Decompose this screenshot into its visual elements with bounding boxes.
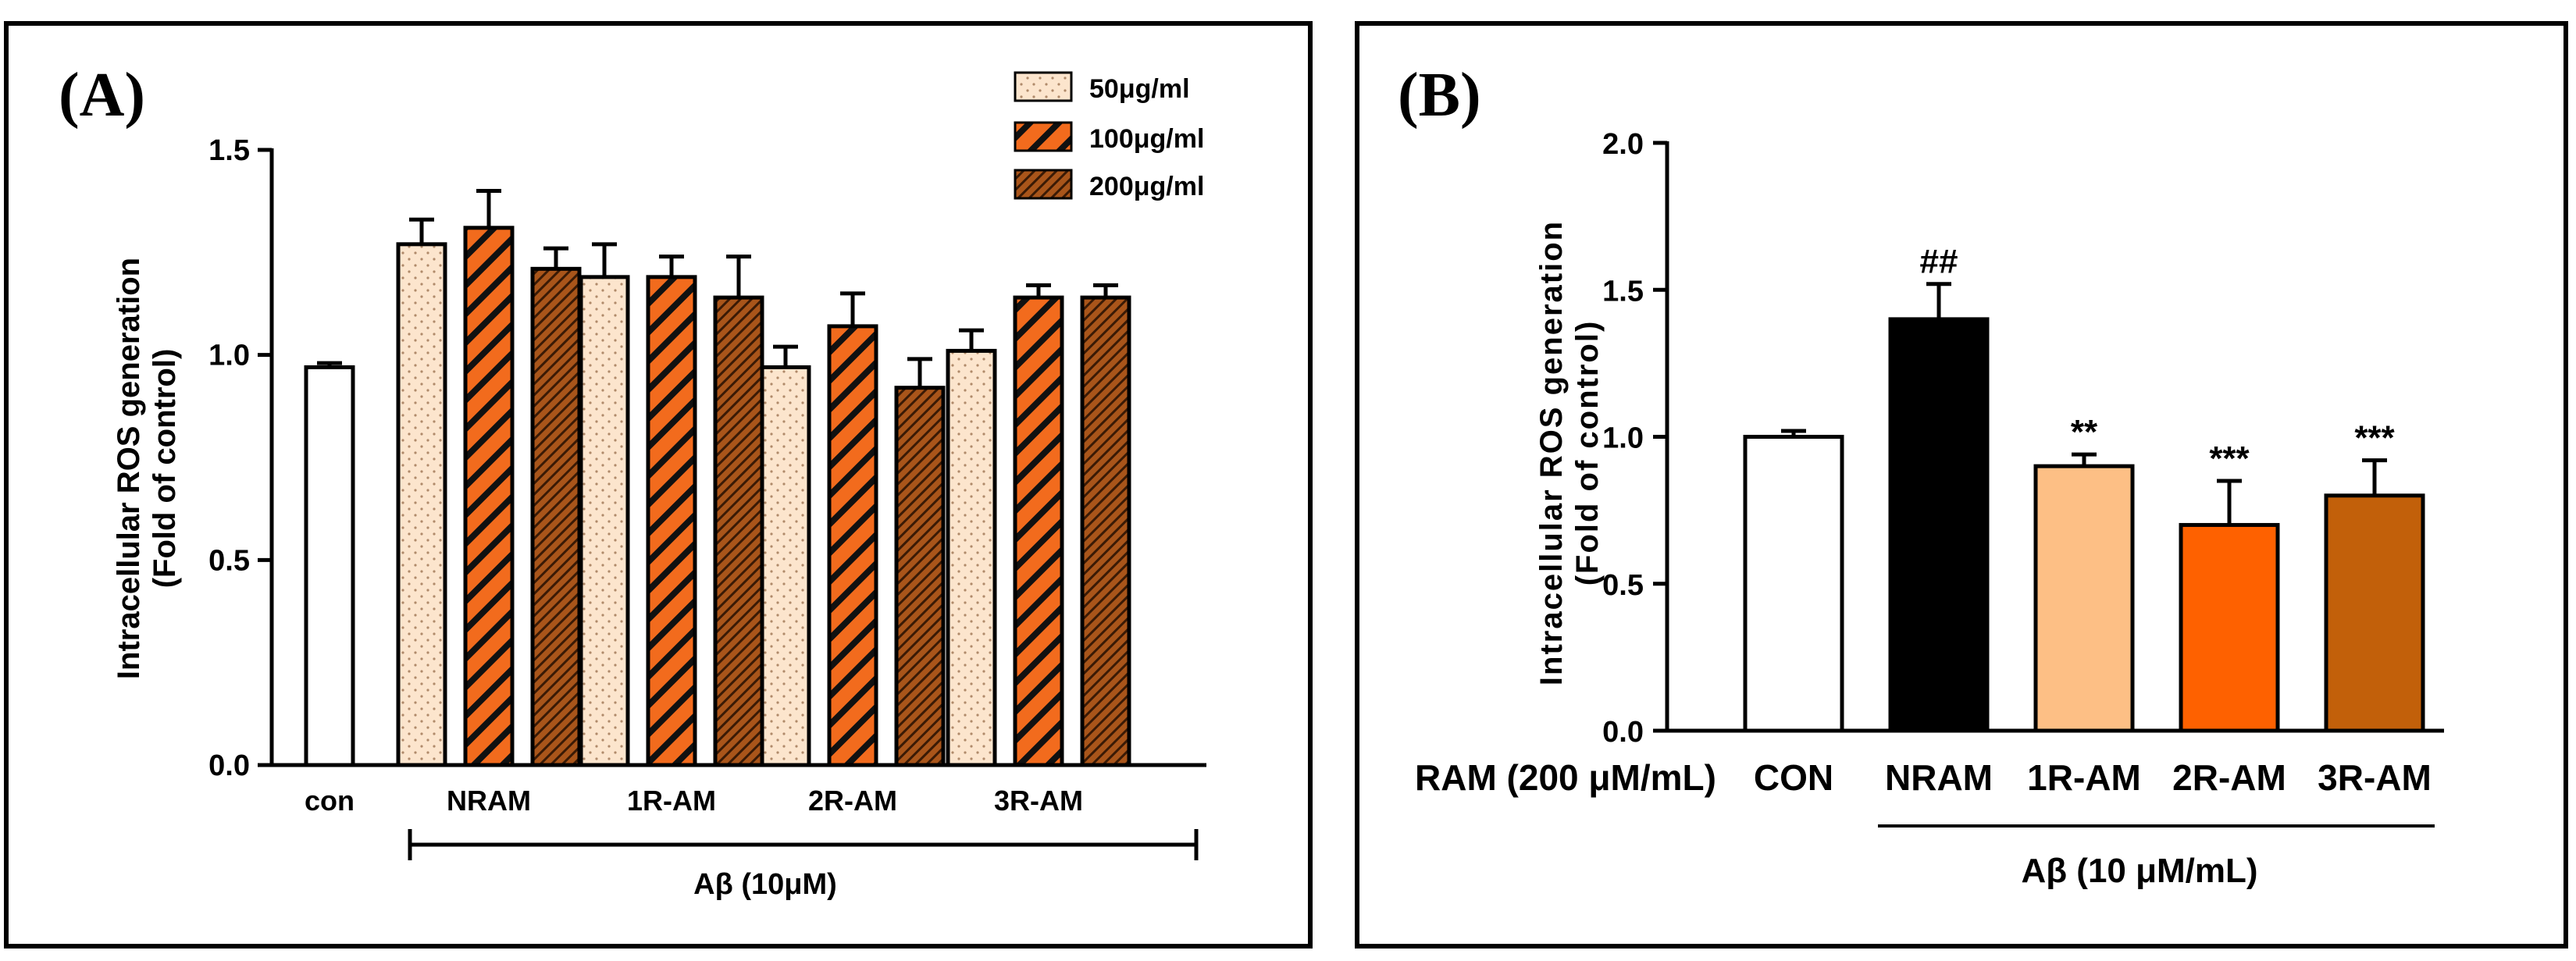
panel-a-ytick-label: 0.5 [208, 544, 250, 577]
panel-b-letter: (B) [1398, 61, 1481, 130]
panel-a-bar [827, 324, 878, 767]
panel-a-bar [713, 295, 764, 767]
panel-a-bar [396, 242, 447, 767]
panel-b-xtick-label: 3R-AM [2318, 757, 2432, 798]
panel-b-significance-label: *** [2209, 440, 2250, 478]
panel-a-bar [894, 386, 946, 767]
panel-a-ylabel-line1: Intracellular ROS generation [112, 258, 146, 679]
panel-a-bar [1080, 295, 1131, 767]
legend-label-50: 50μg/ml [1089, 74, 1190, 104]
panel-b-group-label: Aβ (10 μM/mL) [2021, 852, 2257, 890]
panel-b-significance-label: ** [2071, 413, 2098, 451]
panel-b-frame [1355, 21, 2568, 949]
panel-b-ytick-label: 2.0 [1602, 128, 1644, 161]
panel-a-ytick-label: 1.5 [208, 134, 250, 167]
panel-b-xtick-label: 1R-AM [2027, 757, 2141, 798]
legend-label-200: 200μg/ml [1089, 172, 1204, 201]
panel-a-xtick-label: NRAM [447, 785, 531, 817]
panel-b-bar [1888, 317, 1990, 733]
panel-a-xtick-label: 2R-AM [808, 785, 897, 817]
panel-a-bar [946, 348, 997, 767]
panel-a-bar [530, 266, 582, 767]
panel-b-significance-label: *** [2354, 419, 2395, 457]
panel-a-letter: (A) [59, 61, 145, 130]
panel-a-xtick-label: 3R-AM [994, 785, 1083, 817]
panel-b-bar [2033, 464, 2135, 733]
panel-b-bar [2179, 522, 2280, 733]
panel-a-bar [463, 226, 515, 767]
panel-a-xtick-label: con [305, 785, 355, 817]
panel-b-plot: 0.0 0.5 1.0 1.5 2.0 CON ## NRAM ** 1R-AM *** 2R-AM *… [1602, 128, 2444, 798]
panel-a-ylabel-line2: (Fold of control) [148, 349, 182, 589]
panel-a-bar [1013, 295, 1064, 767]
panel-a-group-label: Aβ (10μM) [693, 868, 837, 901]
panel-b-bar [1743, 435, 1844, 733]
panel-a-frame [4, 21, 1313, 949]
panel-a-xtick-label: 1R-AM [627, 785, 716, 817]
panel-a-ytick-label: 0.0 [208, 749, 250, 782]
panel-b-ytick-label: 1.5 [1602, 275, 1644, 308]
panel-a-bar [579, 275, 630, 767]
panel-a-plot: 0.0 0.5 1.0 1.5 con NRAM 1R-AM 2R-AM 3R-AM [208, 134, 1206, 817]
panel-b-row-label: RAM (200 μM/mL) [1415, 757, 1716, 798]
panel-b-bar [2324, 493, 2425, 733]
panel-b-ytick-label: 1.0 [1602, 422, 1644, 455]
panel-b-xtick-label: NRAM [1885, 757, 1993, 798]
panel-b-ytick-label: 0.0 [1602, 716, 1644, 749]
panel-a-bar-control [304, 365, 355, 767]
panel-a-bar [760, 365, 811, 767]
panel-a-bar [646, 275, 697, 767]
panel-b-ylabel-line2: (Fold of control) [1570, 320, 1605, 586]
panel-b-ylabel-line1: Intracellular ROS generation [1534, 220, 1569, 685]
legend-swatch-200 [1014, 169, 1073, 200]
legend-swatch-50 [1014, 71, 1073, 102]
panel-b-xtick-label: 2R-AM [2172, 757, 2286, 798]
panel-b-significance-label: ## [1920, 243, 1958, 281]
panel-a-group-bracket [408, 829, 1199, 860]
panel-a-legend: 50μg/ml 100μg/ml 200μg/ml [1014, 71, 1204, 201]
panel-b-ytick-label: 0.5 [1602, 569, 1644, 602]
panel-b-xtick-label: CON [1754, 757, 1833, 798]
legend-label-100: 100μg/ml [1089, 124, 1204, 154]
panel-a-ytick-label: 1.0 [208, 340, 250, 372]
legend-swatch-100 [1014, 121, 1073, 152]
